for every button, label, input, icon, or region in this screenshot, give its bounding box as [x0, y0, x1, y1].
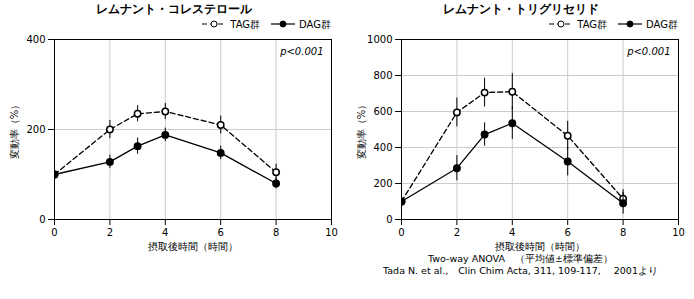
svg-text:4: 4	[509, 227, 515, 238]
svg-text:800: 800	[373, 70, 392, 81]
html-text:Two-way ANOVA （平均値±標準偏差）: Two-way ANOVA （平均値±標準偏差）	[428, 253, 613, 264]
svg-text:0: 0	[398, 227, 404, 238]
svg-text:2: 2	[454, 227, 460, 238]
svg-text:6: 6	[218, 227, 224, 238]
html-text:Tada N. et al., Clin Chim Acta: Tada N. et al., Clin Chim Acta, 311, 109…	[383, 265, 658, 276]
html-text:DAG群: DAG群	[646, 18, 678, 30]
svg-text:400: 400	[373, 142, 392, 153]
svg-text:4: 4	[162, 227, 168, 238]
svg-text:摂取後時間（時間）: 摂取後時間（時間）	[495, 241, 585, 252]
svg-text:600: 600	[373, 106, 392, 117]
svg-text:0: 0	[51, 227, 57, 238]
svg-text:変動率（%）: 変動率（%）	[9, 100, 20, 160]
svg-text:200: 200	[373, 178, 392, 189]
svg-text:2: 2	[107, 227, 113, 238]
svg-text:p<0.001: p<0.001	[626, 46, 670, 57]
html-text:レムナント・コレステロール: レムナント・コレステロール	[95, 2, 252, 16]
svg-text:0: 0	[386, 214, 392, 225]
html-text:TAG群: TAG群	[577, 18, 607, 30]
svg-text:400: 400	[26, 34, 45, 45]
svg-text:1000: 1000	[367, 34, 392, 45]
svg-text:6: 6	[565, 227, 571, 238]
svg-text:0: 0	[39, 214, 45, 225]
html-text:TAG群: TAG群	[230, 18, 260, 30]
svg-text:8: 8	[620, 227, 626, 238]
svg-text:10: 10	[325, 227, 338, 238]
svg-text:摂取後時間（時間）: 摂取後時間（時間）	[148, 241, 238, 252]
svg-text:8: 8	[273, 227, 279, 238]
svg-text:10: 10	[672, 227, 685, 238]
svg-text:p<0.001: p<0.001	[279, 46, 323, 57]
html-text:レムナント・トリグリセリド: レムナント・トリグリセリド	[442, 2, 599, 16]
svg-text:200: 200	[26, 124, 45, 135]
svg-text:変動率（%）: 変動率（%）	[356, 100, 367, 160]
html-text:DAG群: DAG群	[299, 18, 331, 30]
